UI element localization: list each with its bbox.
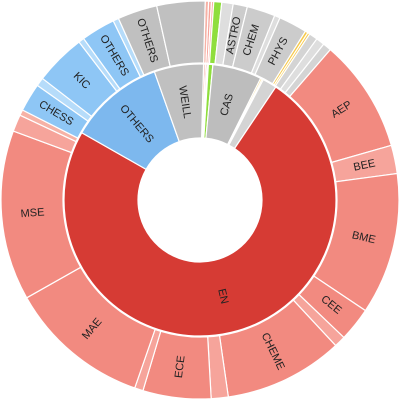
inner-ring [63,63,337,337]
outer-segment-34[interactable] [155,0,206,68]
inner-segment-en[interactable] [63,86,337,337]
inner-segment-weill[interactable] [153,63,205,143]
